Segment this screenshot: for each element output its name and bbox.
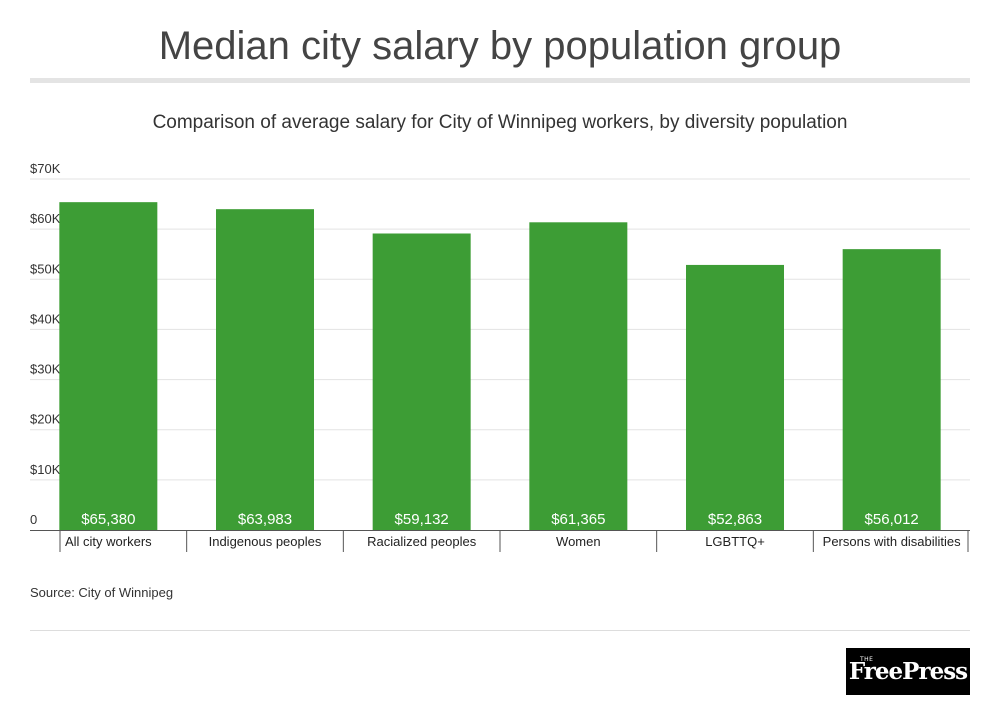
chart-subtitle: Comparison of average salary for City of… (152, 112, 848, 133)
y-tick-label: $20K (30, 412, 61, 427)
category-label: Racialized peoples (367, 534, 477, 549)
y-tick-label: $10K (30, 462, 61, 477)
bar (216, 209, 314, 530)
category-label: Persons with disabilities (823, 534, 962, 549)
bars (59, 202, 941, 531)
footer-divider (30, 630, 970, 631)
bar (59, 202, 158, 530)
category-label: Indigenous peoples (209, 534, 322, 549)
y-tick-label: $50K (30, 261, 61, 276)
logo-text: FreePress (848, 658, 968, 685)
bar (529, 222, 628, 531)
category-labels: All city workers Indigenous peoples Racial… (65, 534, 961, 549)
bar (842, 249, 941, 530)
source-note: Source: City of Winnipeg (30, 585, 174, 600)
title-divider (30, 78, 970, 83)
category-label: LGBTTQ+ (705, 534, 765, 549)
chart-title: Median city salary by population group (158, 24, 842, 68)
category-label: All city workers (65, 534, 152, 549)
y-tick-label: $40K (30, 311, 61, 326)
y-tick-label: $70K (30, 161, 61, 176)
data-label: $61,365 (551, 511, 605, 528)
free-press-logo: THE FreePress (846, 648, 970, 695)
data-label: $63,983 (238, 511, 292, 528)
data-labels: $65,380 $63,983 $59,132 $61,365 $52,863 $56,0… (81, 511, 919, 528)
y-tick-label: $60K (30, 211, 61, 226)
gridlines (30, 178, 970, 481)
category-label: Women (556, 534, 601, 549)
x-axis (30, 530, 970, 552)
bar (686, 264, 784, 530)
data-label: $56,012 (865, 511, 919, 528)
bar (372, 233, 471, 531)
data-label: $65,380 (81, 511, 135, 528)
y-axis-ticks: 0 $10K $20K $30K $40K $50K $60K $70K (30, 161, 61, 527)
data-label: $59,132 (395, 511, 449, 528)
data-label: $52,863 (708, 511, 762, 528)
y-tick-label: 0 (30, 512, 37, 527)
logo-small-text: THE (860, 656, 874, 663)
y-tick-label: $30K (30, 362, 61, 377)
